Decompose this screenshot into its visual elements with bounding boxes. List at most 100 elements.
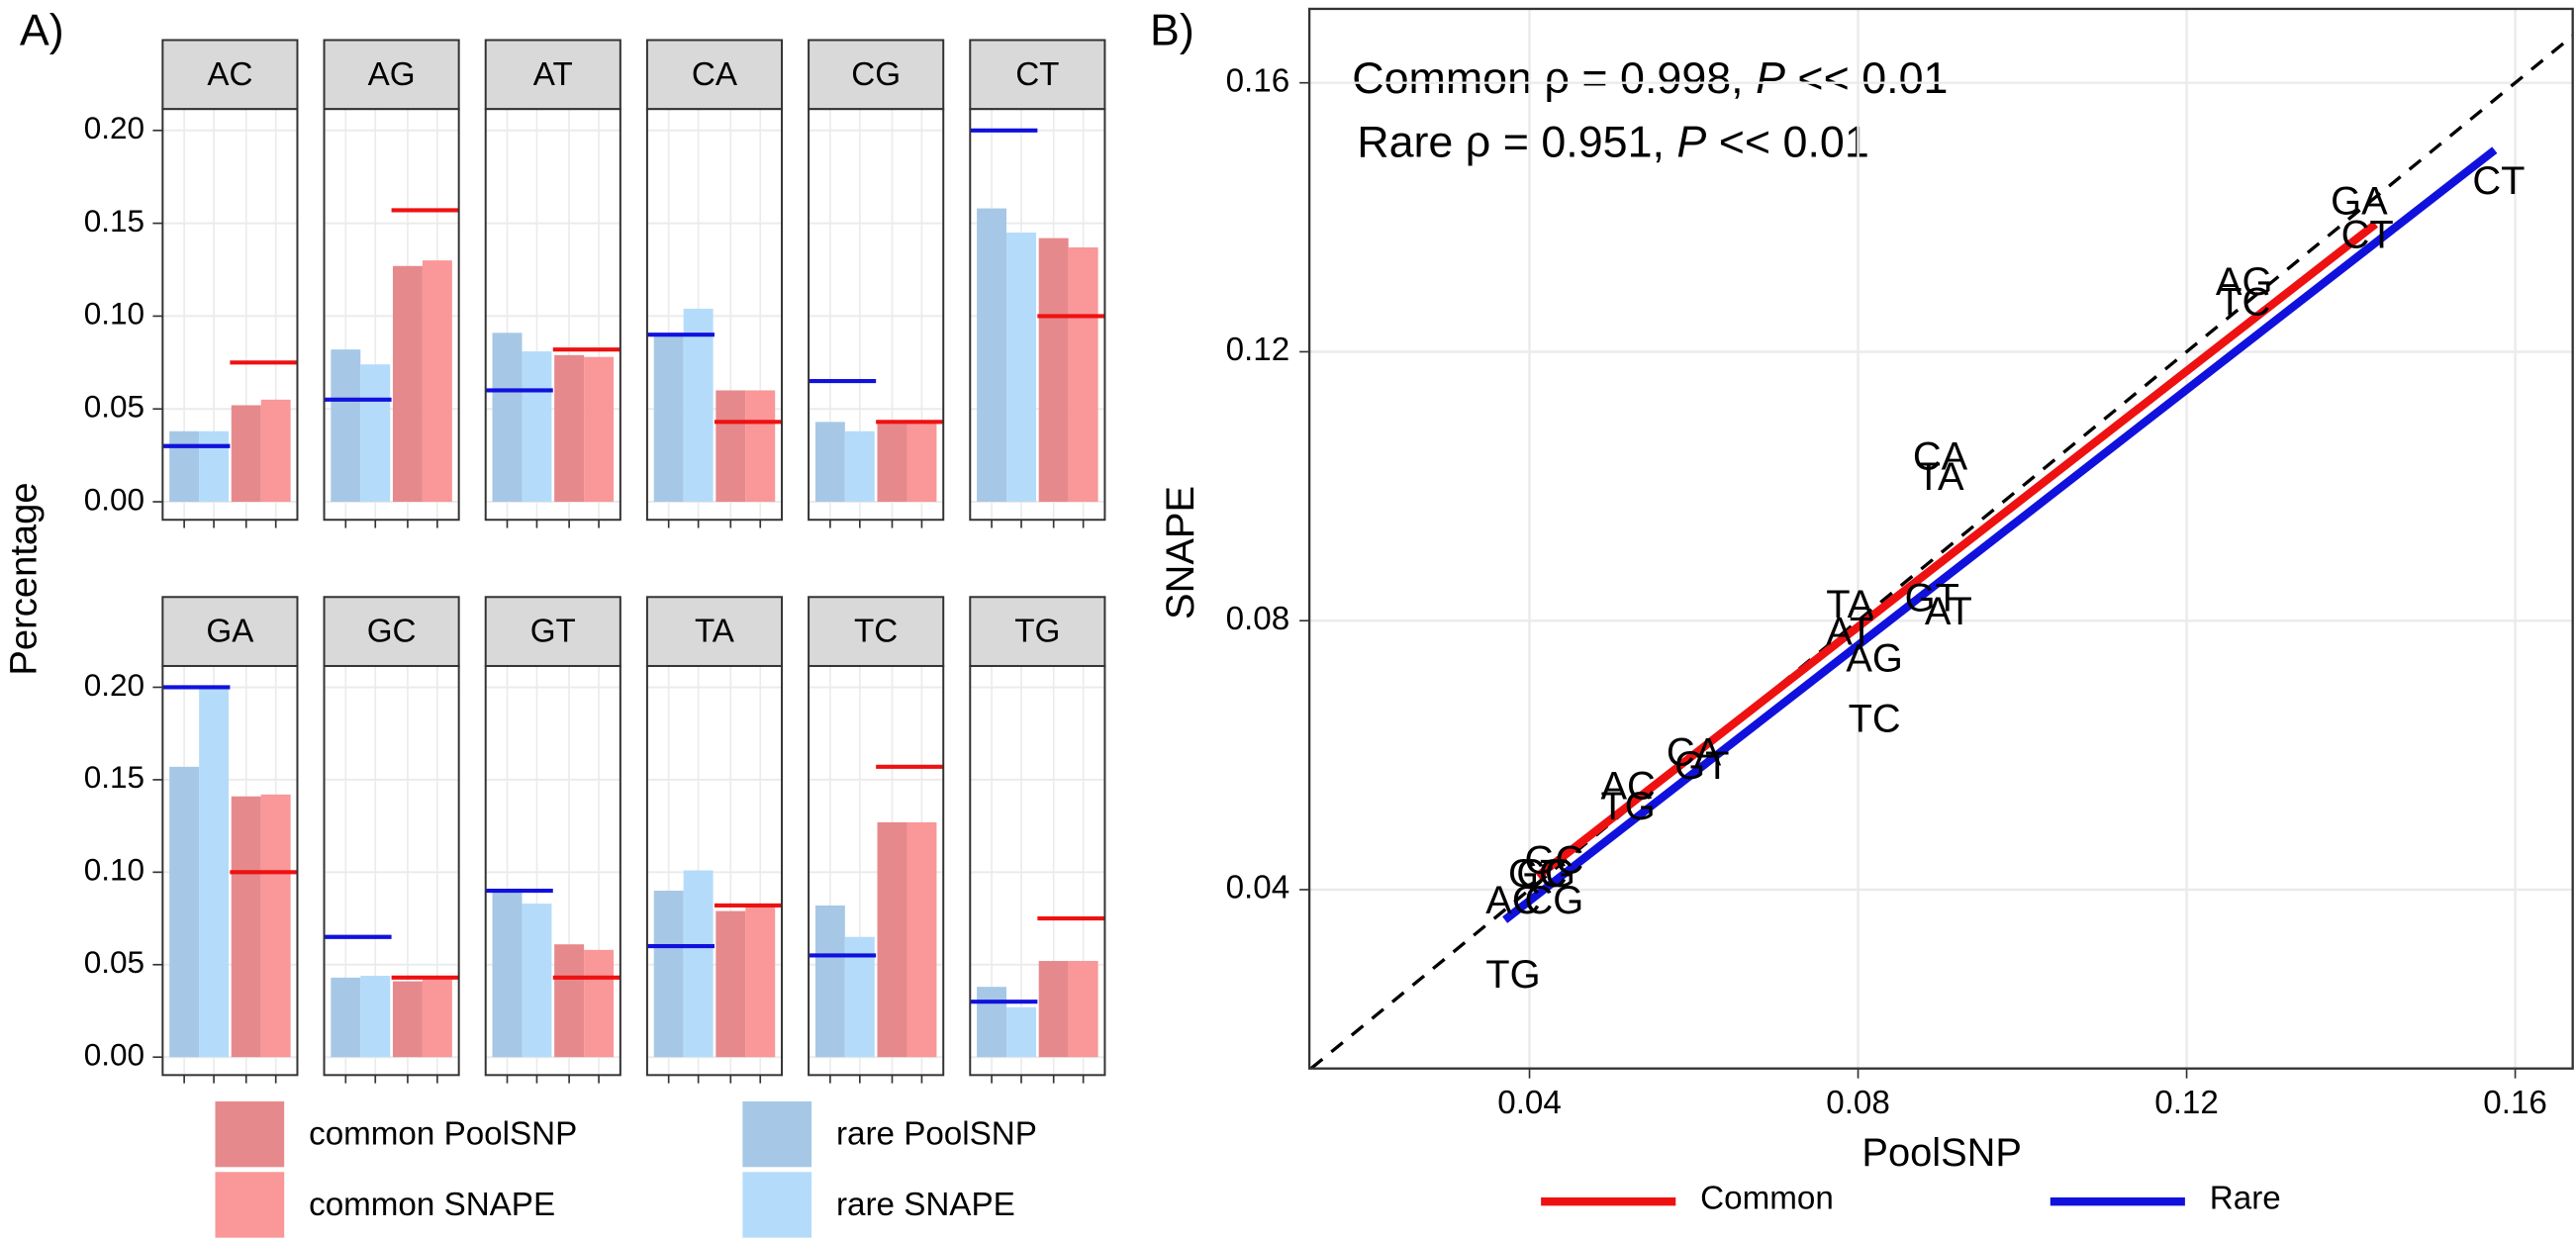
bar: [1038, 238, 1069, 503]
facet-title: TC: [854, 614, 898, 650]
bar: [1038, 961, 1069, 1058]
bar: [169, 430, 200, 503]
point-label: AG: [2216, 260, 2273, 304]
plot-area: ACAGATCACGCTGAGCGTTATCTGACAGATCACGCTGAGC…: [1309, 34, 2573, 1069]
y-tick-label: 0.12: [1226, 332, 1290, 368]
point-label: AC: [1600, 765, 1655, 809]
bar: [844, 430, 875, 503]
x-axis-title: PoolSNP: [1861, 1131, 2022, 1175]
legend-label: Rare: [2210, 1180, 2281, 1216]
facet-title: CG: [851, 56, 901, 93]
bar: [231, 405, 261, 503]
fit-line: [1535, 221, 2379, 880]
bar: [653, 334, 684, 503]
point-label: TG: [1485, 953, 1540, 997]
facet-strip: [323, 596, 460, 667]
y-tick-label: 0.15: [84, 759, 144, 795]
facet-title: CT: [1015, 56, 1059, 93]
facet-title: CA: [692, 56, 738, 93]
panel-border: [323, 108, 460, 522]
point-label: CT: [2341, 213, 2394, 256]
bar: [231, 796, 261, 1058]
bar: [814, 905, 845, 1058]
y-axis-title: Percentage: [3, 482, 46, 675]
panel-border: [969, 108, 1106, 522]
facet-strip: [969, 39, 1106, 111]
bar: [1068, 246, 1098, 503]
bar: [392, 981, 423, 1058]
panel-label: A): [20, 6, 64, 55]
point-label: CT: [2472, 159, 2525, 203]
bar: [716, 910, 746, 1058]
facet-strip: [808, 39, 945, 111]
facet-strip: [808, 596, 945, 667]
y-tick-label: 0.08: [1226, 601, 1290, 637]
bar: [360, 364, 391, 503]
facet-title: AC: [207, 56, 252, 93]
point-label: CA: [1913, 435, 1968, 479]
point-label: AC: [1485, 879, 1540, 922]
panel-border: [645, 664, 784, 1077]
panel-border: [484, 108, 621, 522]
annotation-text: Rare ρ = 0.951,: [1357, 118, 1676, 167]
bar: [683, 308, 714, 503]
y-tick-label: 0.10: [84, 296, 144, 332]
legend-label: rare PoolSNP: [836, 1116, 1037, 1153]
bar: [977, 987, 1007, 1058]
fit-line: [1502, 146, 2498, 923]
panel-label: B): [1150, 6, 1194, 55]
y-tick-label: 0.16: [1226, 62, 1290, 99]
legend-key: [742, 1100, 812, 1168]
y-tick-label: 0.05: [84, 389, 144, 425]
bar: [1006, 232, 1036, 503]
y-tick-label: 0.10: [84, 852, 144, 888]
facet-strip: [484, 39, 621, 111]
bar: [716, 390, 746, 503]
annotation-text: << 0.01: [1785, 53, 1948, 103]
legend-label: common SNAPE: [309, 1187, 555, 1223]
point-label: TC: [2218, 280, 2270, 324]
bar: [653, 891, 684, 1058]
y-tick-label: 0.04: [1226, 870, 1290, 906]
point-label: TA: [1917, 455, 1964, 499]
point-label: GC: [1525, 838, 1584, 882]
x-tick-label: 0.08: [1826, 1085, 1890, 1121]
bar: [683, 870, 714, 1058]
bar: [977, 208, 1007, 503]
bar: [584, 356, 615, 503]
facet-strip: [969, 596, 1106, 667]
annotation: Common ρ = 0.998, P << 0.01: [1352, 53, 1948, 103]
bar: [422, 260, 452, 503]
bar: [584, 949, 615, 1058]
legend-label: Common: [1700, 1180, 1834, 1216]
legend-key: [215, 1172, 285, 1238]
point-label: CG: [1516, 852, 1575, 896]
facet-title: GC: [367, 614, 417, 650]
facet-title: TA: [695, 614, 735, 650]
bar: [422, 979, 452, 1058]
point-label: GC: [1508, 852, 1568, 896]
bar: [877, 821, 907, 1058]
bar: [492, 892, 523, 1058]
identity-line: [1309, 34, 2573, 1069]
panel-border: [645, 108, 784, 522]
facet-title: AG: [368, 56, 416, 93]
facet-title: GT: [530, 614, 576, 650]
point-label: AG: [1846, 637, 1903, 681]
point-label: TC: [1849, 698, 1901, 741]
bar: [199, 687, 230, 1058]
legend-label: rare SNAPE: [836, 1187, 1015, 1223]
annotation-text: << 0.01: [1706, 118, 1868, 167]
panel-border: [161, 664, 299, 1077]
bar: [1068, 961, 1098, 1058]
legend-key: [742, 1172, 812, 1238]
y-tick-label: 0.15: [84, 203, 144, 238]
facet-title: GA: [206, 614, 254, 650]
panel-border: [808, 664, 945, 1077]
bar: [360, 975, 391, 1058]
panel-border: [969, 664, 1106, 1077]
facet-title: TG: [1014, 614, 1060, 650]
bar: [260, 794, 291, 1058]
point-label: GT: [1905, 576, 1959, 620]
